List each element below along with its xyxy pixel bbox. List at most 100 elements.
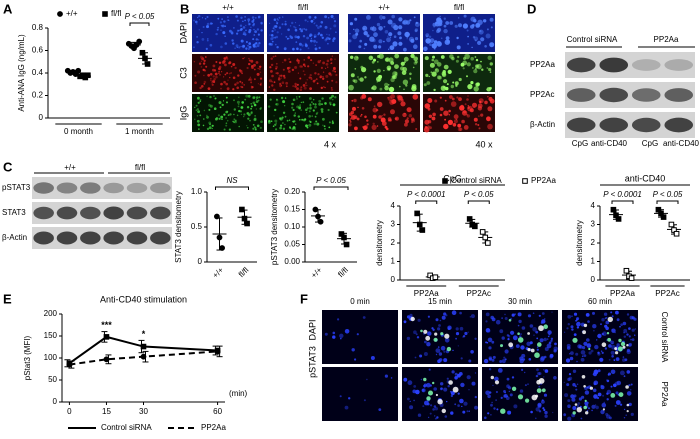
micrograph-spot (504, 349, 509, 354)
micrograph-spot (271, 30, 274, 33)
micrograph-spot (610, 350, 615, 355)
micrograph-spot (203, 109, 206, 112)
micrograph-spot (514, 313, 517, 316)
micrograph-spot (219, 73, 221, 76)
micrograph-spot (585, 411, 589, 415)
legend-label: PP2Aa (201, 423, 226, 432)
micrograph-spot (388, 57, 394, 63)
column-label: fl/fl (298, 3, 308, 12)
micrograph-spot (195, 104, 198, 107)
micrograph-spot (282, 68, 285, 71)
micrograph-spot (428, 35, 432, 38)
micrograph-spot (294, 28, 298, 32)
micrograph-spot (521, 368, 524, 371)
micrograph-spot (466, 410, 469, 413)
micrograph-spot (381, 121, 387, 126)
micrograph-spot (240, 106, 244, 109)
micrograph-spot (210, 78, 212, 80)
micrograph-spot (602, 394, 605, 397)
data-point (241, 215, 248, 222)
micrograph-spot (488, 346, 492, 350)
micrograph-spot (485, 341, 488, 344)
micrograph-spot (307, 65, 310, 68)
micrograph-spot (305, 82, 307, 85)
micrograph-spot (301, 44, 304, 47)
micrograph-spot (270, 120, 273, 122)
micrograph-spot (409, 405, 414, 410)
micrograph-spot (242, 20, 244, 22)
micrograph-spot (610, 385, 613, 388)
micrograph-spot (344, 329, 350, 334)
micrograph-spot (588, 351, 592, 355)
micrograph-spot (299, 48, 302, 51)
micrograph-spot (443, 123, 449, 130)
micrograph-spot (376, 68, 381, 73)
micrograph-spot (299, 28, 302, 31)
micrograph-spot (313, 35, 316, 38)
micrograph-spot (435, 348, 441, 353)
micrograph-spot (252, 124, 255, 126)
micrograph-spot (428, 75, 430, 78)
micrograph-spot (563, 381, 565, 383)
data-point (103, 334, 110, 340)
micrograph-spot (554, 342, 557, 346)
micrograph-spot (236, 86, 239, 90)
micrograph-spot (536, 348, 539, 351)
micrograph-spot (296, 87, 299, 91)
micrograph-spot (517, 394, 524, 400)
micrograph-spot (255, 108, 257, 110)
micrograph-spot (461, 405, 463, 408)
micrograph-spot (314, 105, 317, 109)
micrograph-spot (576, 383, 579, 386)
micrograph-spot (373, 105, 376, 108)
micrograph-spot (478, 127, 481, 130)
micrograph-spot (585, 313, 590, 317)
blot-band (150, 206, 171, 220)
micrograph-spot (391, 14, 396, 19)
micrograph-spot (622, 321, 627, 326)
micrograph-spot (538, 385, 541, 388)
micrograph-spot (242, 45, 245, 49)
micrograph-spot (410, 316, 415, 322)
micrograph-spot (366, 34, 370, 38)
micrograph-spot (221, 60, 225, 64)
micrograph-spot (547, 335, 550, 338)
micrograph-spot (615, 357, 620, 361)
micrograph-spot (462, 410, 466, 414)
micrograph-spot (232, 63, 236, 66)
micrograph-spot (622, 356, 625, 358)
micrograph-spot (606, 398, 609, 401)
micrograph-spot (543, 376, 545, 378)
micrograph-spot (470, 350, 474, 354)
micrograph-spot (603, 401, 605, 403)
data-point (85, 72, 91, 79)
micrograph-spot (433, 405, 437, 408)
micrograph-spot (452, 349, 454, 352)
micrograph-spot (300, 29, 304, 33)
micrograph-spot (489, 62, 493, 66)
micrograph-spot (453, 114, 459, 120)
micrograph-spot (220, 82, 223, 86)
micrograph-spot (383, 113, 386, 116)
y-tick-label: 0.15 (284, 205, 300, 214)
column-label: 30 min (508, 297, 532, 306)
micrograph-spot (412, 66, 415, 69)
micrograph-spot (440, 55, 445, 59)
micrograph-spot (219, 21, 222, 24)
micrograph-spot (507, 334, 511, 338)
y-tick-label: 2 (391, 238, 396, 247)
micrograph-spot (221, 71, 223, 73)
annotation: NS (226, 176, 238, 185)
micrograph-spot (504, 358, 507, 361)
micrograph-spot (487, 337, 493, 343)
micrograph-spot (333, 17, 335, 20)
micrograph-spot (275, 128, 278, 131)
data-point (479, 229, 486, 235)
micrograph-spot (488, 67, 492, 72)
x-tick-label: PP2Ac (467, 289, 491, 298)
micrograph (192, 94, 264, 132)
blot-band (103, 206, 124, 220)
micrograph-spot (215, 75, 218, 79)
data-point (466, 216, 473, 222)
micrograph-spot (317, 32, 321, 35)
